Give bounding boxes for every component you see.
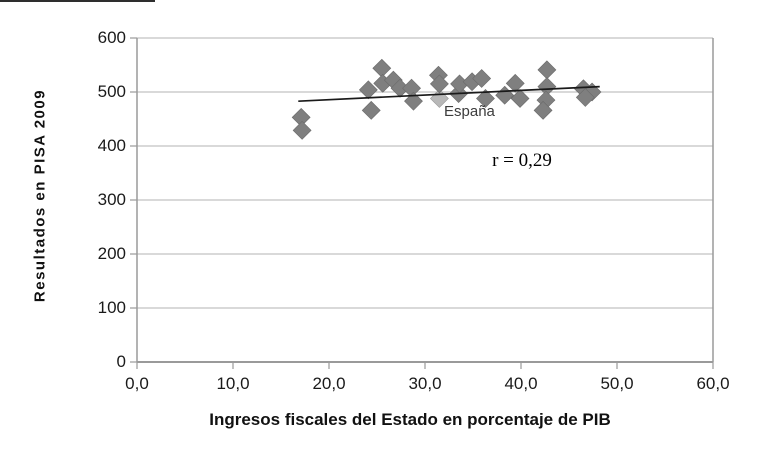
y-tick-label: 200 [97, 244, 126, 263]
data-point-diamond [533, 100, 553, 120]
y-tick-label: 500 [97, 82, 126, 101]
y-tick-label: 600 [97, 28, 126, 47]
x-axis-title: Ingresos fiscales del Estado en porcenta… [209, 410, 611, 429]
x-tick-label: 60,0 [696, 374, 730, 393]
x-tick-label: 0,0 [125, 374, 149, 393]
data-point-diamond [472, 69, 492, 88]
y-tick-label: 100 [97, 298, 126, 317]
data-point-diamond [372, 58, 392, 78]
correlation-annotation: r = 0,29 [492, 150, 552, 171]
data-point-diamond [358, 80, 378, 100]
data-point-diamond [505, 73, 525, 93]
x-tick-label: 40,0 [504, 374, 538, 393]
data-point-diamond [575, 87, 595, 107]
y-axis-title: Resultados en PISA 2009 [31, 88, 49, 303]
y-tick-label: 0 [116, 352, 126, 371]
data-point-diamond [495, 85, 515, 105]
data-point-diamond [537, 60, 557, 80]
x-tick-label: 20,0 [312, 374, 346, 393]
data-point-diamond [404, 91, 423, 111]
data-point-diamond [429, 74, 449, 94]
data-point-diamond [292, 120, 312, 140]
y-tick-label: 300 [97, 190, 126, 209]
scan-artifact-line [0, 0, 155, 2]
x-tick-label: 10,0 [216, 374, 250, 393]
x-tick-label: 50,0 [600, 374, 634, 393]
data-point-diamond [510, 89, 530, 108]
trend-line [298, 85, 600, 103]
x-tick-label: 30,0 [408, 374, 442, 393]
data-point-diamond [361, 100, 381, 120]
espana-point-label: España [444, 103, 495, 120]
data-point-diamond [476, 89, 495, 108]
y-tick-label: 400 [97, 136, 126, 155]
